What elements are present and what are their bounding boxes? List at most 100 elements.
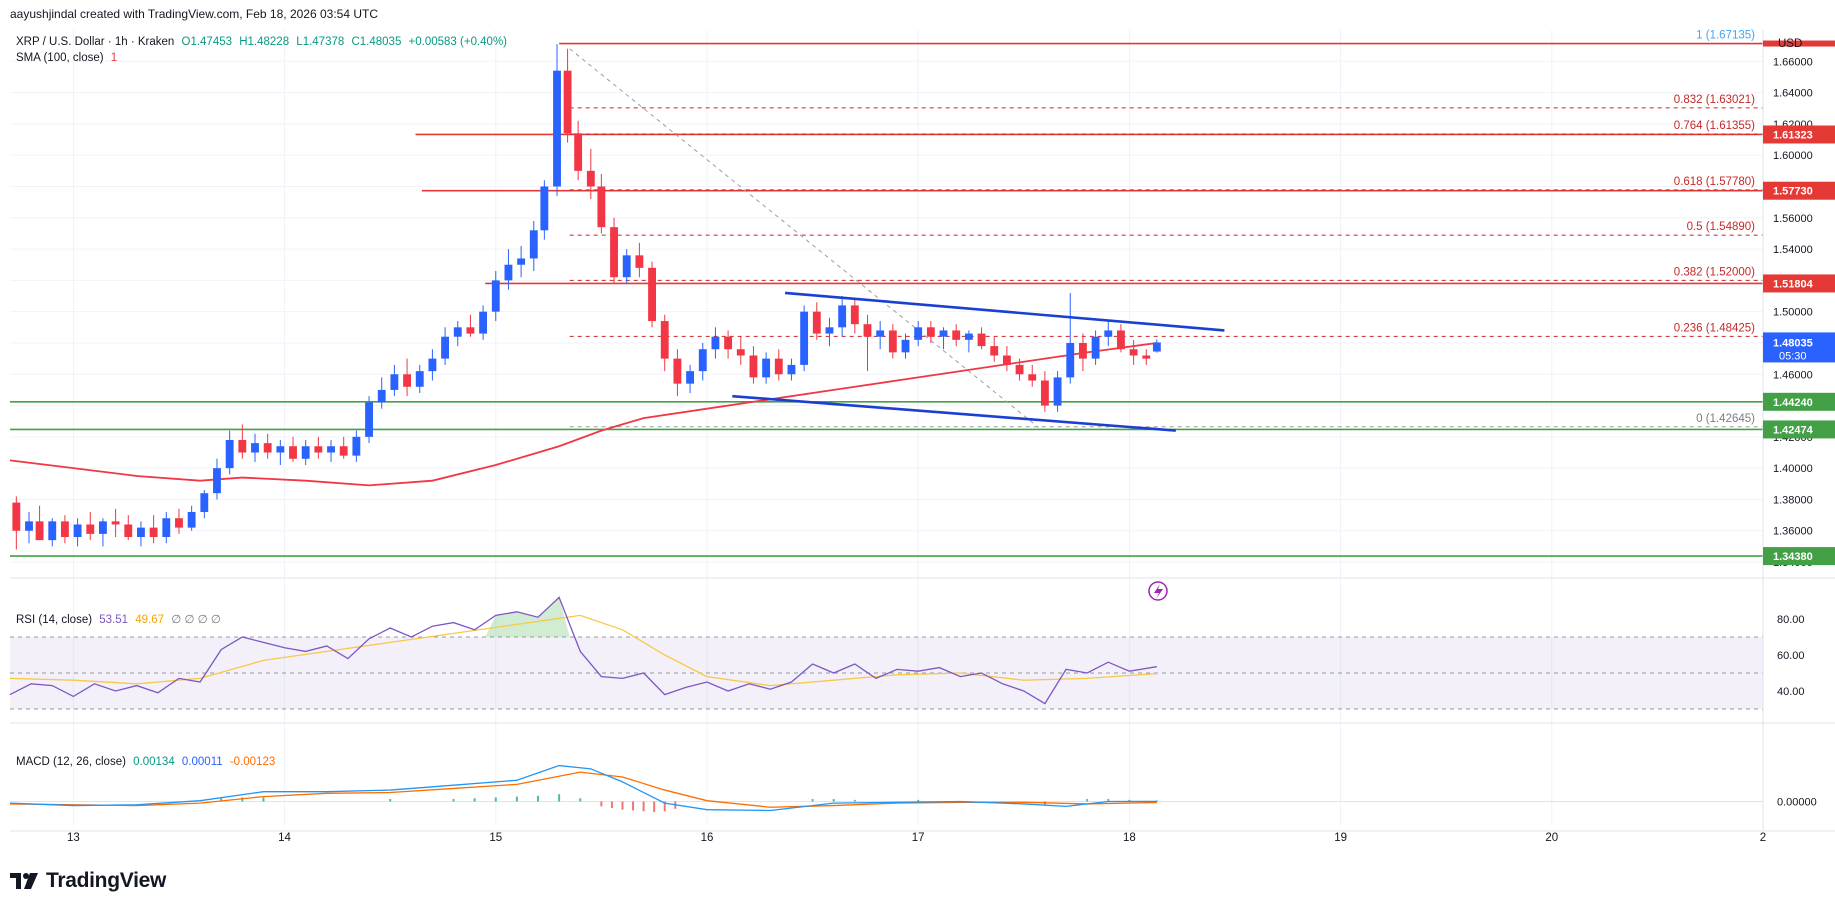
rsi-line xyxy=(9,596,1157,705)
candle-body xyxy=(187,511,196,528)
brand-name: TradingView xyxy=(46,869,167,892)
candle-body xyxy=(466,327,475,334)
rsi-tick-label: 40.00 xyxy=(1777,686,1805,698)
support-price-tag-text: 1.42474 xyxy=(1773,424,1814,436)
sma-line-path xyxy=(9,342,1157,487)
fib-label: 0.832 (1.63021) xyxy=(1674,94,1755,106)
macd-histogram-bar xyxy=(642,801,645,812)
candle-body xyxy=(964,333,973,340)
macd-histogram-bar xyxy=(241,797,244,802)
macd-histogram-bar xyxy=(262,797,265,802)
tradingview-logo[interactable]: TradingView xyxy=(10,869,166,893)
macd-histogram-bar xyxy=(220,798,223,802)
candle-body xyxy=(175,518,183,528)
macd-tick-label: 0.00000 xyxy=(1777,797,1817,809)
current-price-tag xyxy=(1763,332,1835,363)
candle-body xyxy=(635,255,644,268)
resistance-price-tag xyxy=(1763,125,1835,144)
rsi-overbought-fill xyxy=(485,597,570,637)
time-tick-label: 20 xyxy=(1545,832,1558,844)
support-price-tag-text: 1.44240 xyxy=(1773,397,1813,409)
candle-body xyxy=(800,311,809,365)
candle-body xyxy=(977,333,986,347)
candle-body xyxy=(825,327,834,334)
candle-body xyxy=(415,371,424,387)
rsi-tick-label: 60.00 xyxy=(1777,650,1805,662)
candles xyxy=(12,44,1161,550)
macd-histogram-bar xyxy=(558,794,561,802)
sma-line xyxy=(9,342,1157,487)
macd-line xyxy=(9,764,1157,812)
macd-histogram-bar xyxy=(537,795,540,802)
candle-body xyxy=(749,355,758,378)
candle-body xyxy=(377,389,386,403)
candle-body xyxy=(711,336,720,350)
candle-body xyxy=(774,358,783,375)
macd-histogram-bar xyxy=(473,798,476,802)
candle-body xyxy=(213,468,221,494)
macd-signal-line xyxy=(9,771,1157,808)
fib-label: 0 (1.42645) xyxy=(1696,413,1755,425)
countdown-text: 05:30 xyxy=(1779,350,1807,362)
macd-histogram-bar xyxy=(1155,800,1158,802)
time-tick-label: 15 xyxy=(489,832,502,844)
chart-marks xyxy=(1148,581,1168,601)
time-tick-label: 17 xyxy=(912,832,925,844)
rsi-ma-line xyxy=(9,614,1157,687)
low-value: L1.47378 xyxy=(296,36,345,48)
macd-line-value: 0.00011 xyxy=(181,756,223,768)
candle-body xyxy=(876,330,885,337)
candle-body xyxy=(698,349,707,372)
currency-label[interactable]: USD xyxy=(1778,38,1803,50)
rsi-value: 53.51 xyxy=(99,614,129,626)
tradingview-logo-icon xyxy=(10,873,38,889)
axis-price-labels: 1.61323 1.57730 1.51804 1.44240 1.42474 1.343… xyxy=(1763,40,1835,566)
candle-body xyxy=(1015,364,1024,375)
candle-body xyxy=(1142,355,1151,359)
candle-body xyxy=(491,280,500,312)
sma-legend[interactable]: SMA (100, close) 1 xyxy=(16,52,117,64)
lightning-icon xyxy=(1148,581,1168,601)
macd-histogram-bar xyxy=(389,799,392,802)
macd-legend[interactable]: MACD (12, 26, close) 0.00134 0.00011 -0.… xyxy=(16,756,275,768)
macd-histogram-bar xyxy=(853,799,856,802)
candle-body xyxy=(35,521,44,541)
candle-body xyxy=(504,264,513,281)
macd-label: MACD (12, 26, close) xyxy=(16,756,126,768)
support-price-tag xyxy=(1763,420,1835,439)
time-tick-label: 19 xyxy=(1334,832,1347,844)
macd-histogram-bar xyxy=(621,801,624,810)
fib-label: 0.5 (1.54890) xyxy=(1687,221,1756,233)
candle-body xyxy=(586,170,595,187)
channel-lower-line xyxy=(732,394,1176,432)
candle-body xyxy=(812,311,821,334)
macd-histogram-bar xyxy=(1086,799,1089,802)
lightning-glyph xyxy=(1154,584,1163,599)
candle-body xyxy=(137,527,145,538)
change-value: +0.00583 (+0.40%) xyxy=(408,36,508,48)
candle-body xyxy=(200,493,209,512)
macd-histogram-bar xyxy=(610,801,613,809)
rsi-ma-value: 49.67 xyxy=(135,614,165,626)
fib-label: 0.382 (1.52000) xyxy=(1674,266,1755,278)
candle-body xyxy=(529,230,538,259)
price-tick-label: 1.38000 xyxy=(1773,494,1813,506)
fib-retracement: 1 (1.67135) 0.832 (1.63021) 0.764 (1.61355… xyxy=(569,30,1763,428)
candle-body xyxy=(1028,374,1037,381)
candle-body xyxy=(162,518,171,538)
time-tick-label: 13 xyxy=(67,832,80,844)
rsi-legend[interactable]: RSI (14, close) 53.51 49.67 ∅ ∅ ∅ ∅ xyxy=(16,612,221,626)
resistance-price-tag xyxy=(1763,274,1835,293)
main-legend[interactable]: XRP / U.S. Dollar · 1h · Kraken O1.47453… xyxy=(16,36,507,48)
candle-body xyxy=(276,446,285,453)
candle-body xyxy=(952,330,961,340)
candle-body xyxy=(73,524,82,538)
price-tick-label: 1.40000 xyxy=(1773,463,1813,475)
channel-lines xyxy=(732,291,1225,432)
candle-body xyxy=(1104,330,1113,337)
current-price-text: 1.48035 xyxy=(1773,337,1813,349)
candle-body xyxy=(339,446,348,456)
support-price-tag xyxy=(1763,547,1835,566)
candle-body xyxy=(610,227,618,278)
